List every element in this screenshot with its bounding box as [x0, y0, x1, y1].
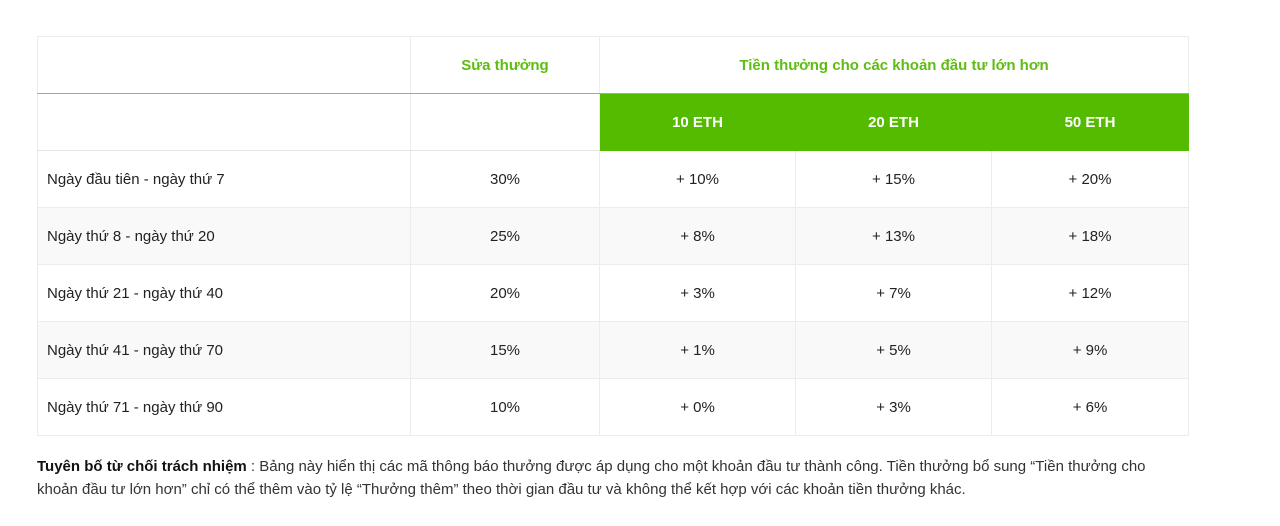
table-row: Ngày thứ 21 - ngày thứ 40 20% + 3% + 7% + 12… [37, 264, 1190, 322]
table-subheader-row: 10 ETH 20 ETH 50 ETH [37, 93, 1190, 151]
table-row: Ngày đầu tiên - ngày thứ 7 30% + 10% + 15% +… [37, 150, 1190, 208]
tier-10-eth-cell: + 8% [599, 207, 796, 265]
header-base-bonus: Sửa thưởng [410, 36, 600, 94]
table-header-row: Sửa thưởng Tiền thưởng cho các khoản đầu… [37, 36, 1190, 94]
tier-20-eth-cell: + 13% [795, 207, 992, 265]
tier-10-eth-cell: + 1% [599, 321, 796, 379]
disclaimer-text: : Bảng này hiển thị các mã thông báo thư… [37, 458, 1146, 498]
disclaimer: Tuyên bố từ chối trách nhiệm : Bảng này … [37, 455, 1157, 501]
disclaimer-title: Tuyên bố từ chối trách nhiệm [37, 458, 247, 475]
base-bonus-cell: 25% [410, 207, 600, 265]
base-bonus-cell: 30% [410, 150, 600, 208]
period-cell: Ngày thứ 21 - ngày thứ 40 [37, 264, 411, 322]
tier-header-20-eth: 20 ETH [795, 93, 992, 151]
tier-header-10-eth: 10 ETH [599, 93, 796, 151]
tier-50-eth-cell: + 12% [990, 264, 1190, 322]
tier-20-eth-cell: + 5% [795, 321, 992, 379]
period-cell: Ngày đầu tiên - ngày thứ 7 [37, 150, 411, 208]
tier-20-eth-cell: + 15% [795, 150, 992, 208]
tier-50-eth-cell: + 9% [990, 321, 1190, 379]
table-row: Ngày thứ 8 - ngày thứ 20 25% + 8% + 13% + 18… [37, 207, 1190, 265]
subheader-empty-cell [410, 93, 600, 151]
tier-20-eth-cell: + 7% [795, 264, 992, 322]
table-row: Ngày thứ 41 - ngày thứ 70 15% + 1% + 5% + 9% [37, 321, 1190, 379]
period-cell: Ngày thứ 8 - ngày thứ 20 [37, 207, 411, 265]
period-cell: Ngày thứ 41 - ngày thứ 70 [37, 321, 411, 379]
base-bonus-cell: 15% [410, 321, 600, 379]
header-empty-cell [37, 36, 411, 94]
base-bonus-cell: 10% [410, 378, 600, 436]
tier-header-50-eth: 50 ETH [990, 93, 1190, 151]
tier-50-eth-cell: + 6% [990, 378, 1190, 436]
table-body: Ngày đầu tiên - ngày thứ 7 30% + 10% + 15% +… [37, 150, 1190, 436]
bonus-table: Sửa thưởng Tiền thưởng cho các khoản đầu… [37, 36, 1190, 436]
tier-50-eth-cell: + 20% [990, 150, 1190, 208]
subheader-empty-cell [37, 93, 411, 151]
tier-20-eth-cell: + 3% [795, 378, 992, 436]
tier-10-eth-cell: + 3% [599, 264, 796, 322]
tier-50-eth-cell: + 18% [990, 207, 1190, 265]
period-cell: Ngày thứ 71 - ngày thứ 90 [37, 378, 411, 436]
header-extra-bonus: Tiền thưởng cho các khoản đầu tư lớn hơn [598, 36, 1190, 94]
tier-10-eth-cell: + 10% [599, 150, 796, 208]
base-bonus-cell: 20% [410, 264, 600, 322]
tier-10-eth-cell: + 0% [599, 378, 796, 436]
table-row: Ngày thứ 71 - ngày thứ 90 10% + 0% + 3% + 6% [37, 378, 1190, 436]
